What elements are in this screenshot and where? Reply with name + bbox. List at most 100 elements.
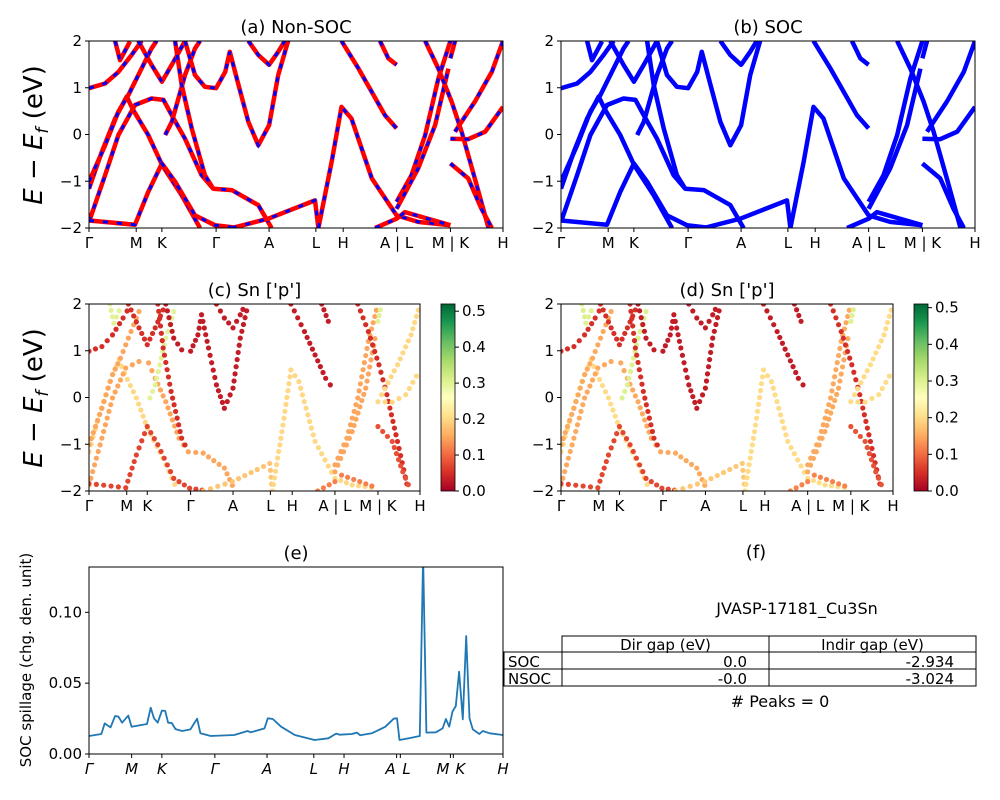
projection-point [123,365,129,371]
colorbar-tick-label: 0.3 [935,372,959,390]
projection-point [89,436,94,442]
projection-point [576,338,582,344]
projection-point [321,307,327,313]
projection-point [619,395,625,401]
projection-point [315,488,321,491]
y-tick-label: −2 [60,482,82,500]
projection-point [777,412,784,418]
y-tick-label: 1 [72,79,82,97]
projection-point [783,432,789,438]
projection-point [117,377,124,383]
projection-point [581,314,588,320]
colorbar-tick-label: 0.1 [462,446,486,464]
projection-point [171,402,177,408]
projection-point [651,435,657,441]
projection-point [307,418,313,425]
projection-point [646,415,653,421]
colorbar-tick-label: 0.5 [462,302,486,320]
projection-point [694,465,700,471]
projection-point [230,325,236,331]
projection-point [622,330,628,337]
projection-point [848,318,854,324]
projection-point [136,358,142,365]
ylabel-main: E − E [19,396,49,468]
projection-point [635,304,641,307]
projection-point [857,433,863,440]
projection-point [878,482,884,488]
projection-point [400,350,406,356]
projection-point [861,374,867,380]
projection-point [861,412,867,418]
x-tick-label: Γ [684,234,693,252]
projection-point [720,469,727,476]
projection-point [838,328,844,335]
band-line [703,198,793,228]
projection-point [267,467,273,473]
projection-point [639,381,645,387]
projection-point [375,423,381,430]
band-line [654,41,763,148]
projection-point [584,366,590,372]
colorbar-c [440,303,456,492]
projection-point [136,308,142,315]
projection-point [169,328,175,334]
projection-point [151,436,157,442]
projection-point [580,402,586,408]
projection-point [573,482,579,488]
projection-point [357,479,363,485]
projection-point [277,442,283,448]
projection-point [298,322,304,328]
projection-point [827,304,834,307]
projection-point [710,312,716,318]
band-line [895,41,963,228]
projection-point [298,385,304,391]
x-tick-label: Γ [212,234,221,252]
projection-point [372,313,378,320]
x-tick-label: Γ [659,497,668,515]
projection-point [595,485,601,491]
projection-point [627,442,633,448]
x-tick-label: H [497,234,508,252]
projection-point [382,386,388,392]
projection-point [686,382,692,388]
projection-point [164,308,170,314]
projection-point [307,340,313,346]
projection-point [711,328,717,334]
projection-point [229,482,235,488]
projection-point [573,398,579,405]
projection-point [173,408,179,415]
projection-point [756,394,763,401]
projection-point [160,393,166,399]
table-row-label: NSOC [508,670,551,688]
projection-point [849,362,855,368]
projection-point [210,367,216,373]
projection-point [164,462,170,468]
projection-point [678,454,684,460]
projection-point [665,449,671,456]
projection-point [879,385,885,392]
projection-point [359,374,365,380]
projection-point [837,378,843,384]
projection-point [145,360,152,366]
band-line [163,41,202,137]
y-tick-label: −2 [60,219,82,237]
band-line [231,198,321,228]
projection-point [886,313,893,319]
projection-point [315,445,321,451]
projection-point [349,429,355,435]
x-tick-label: Γ [85,760,95,778]
projection-point [158,330,164,336]
projection-point [658,449,664,455]
projection-point [599,472,605,478]
projection-point [805,469,811,475]
projection-point [630,387,636,393]
projection-point [855,399,861,405]
projection-point [883,379,889,385]
projection-point [601,465,607,471]
projection-point [254,466,260,473]
projection-point [644,423,650,429]
projection-point [794,307,800,313]
projection-point [346,435,352,441]
projection-point [291,308,297,314]
projection-point [90,468,96,475]
